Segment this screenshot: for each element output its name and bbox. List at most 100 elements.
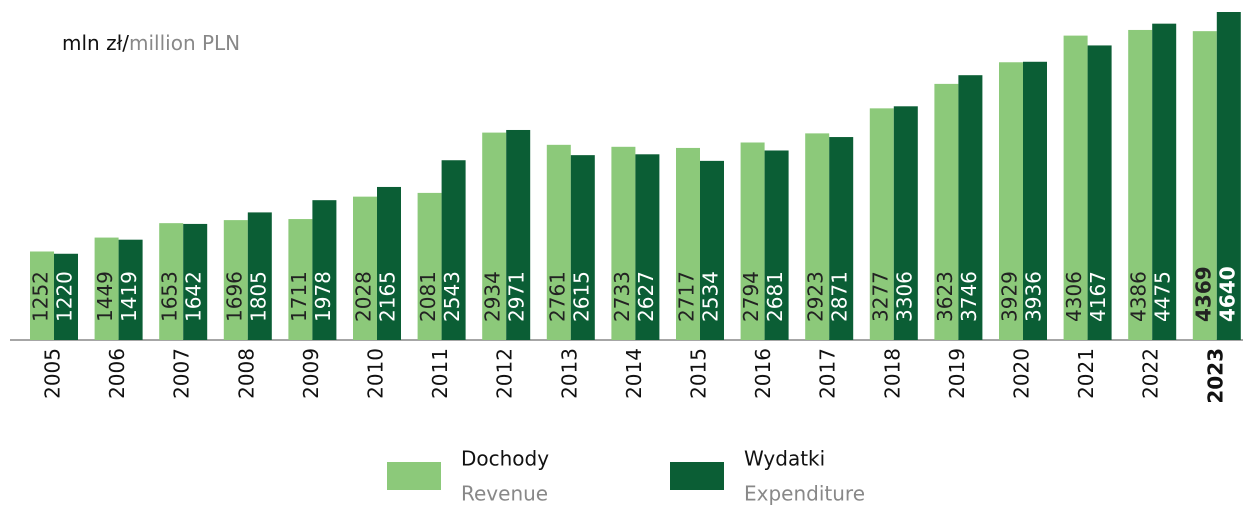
x-tick-label: 2011 — [428, 348, 452, 399]
bar — [223, 220, 248, 340]
data-label: 1805 — [246, 271, 270, 322]
legend-label-en: Expenditure — [744, 482, 865, 506]
data-label: 3623 — [933, 271, 957, 322]
bar — [805, 133, 830, 340]
data-label: 2923 — [804, 271, 828, 322]
data-label: 2871 — [828, 271, 852, 322]
bar — [159, 223, 184, 340]
bar — [1023, 61, 1047, 341]
bar — [1087, 45, 1112, 340]
data-label: 2534 — [699, 271, 723, 322]
legend-label: Dochody — [461, 447, 549, 471]
bar — [417, 192, 442, 340]
bar — [764, 150, 789, 340]
data-label: 2733 — [610, 271, 634, 322]
bar — [94, 237, 119, 340]
data-label: 4475 — [1151, 271, 1175, 322]
bar — [1216, 12, 1241, 340]
data-label: 4167 — [1086, 271, 1110, 322]
data-label: 1653 — [158, 271, 182, 322]
data-label: 4369 — [1191, 266, 1215, 322]
data-label: 2627 — [634, 271, 658, 322]
data-label: 4640 — [1215, 266, 1239, 322]
data-label: 3277 — [868, 271, 892, 322]
data-label: 1642 — [182, 271, 206, 322]
bar — [247, 212, 272, 340]
legend-swatch — [387, 462, 441, 490]
x-tick-label: 2007 — [170, 348, 194, 399]
bar — [288, 219, 313, 340]
data-label: 2761 — [545, 271, 569, 322]
data-label: 1696 — [222, 271, 246, 322]
bar — [700, 160, 724, 340]
x-tick-label: 2016 — [751, 348, 775, 399]
x-tick-label: 2018 — [880, 348, 904, 399]
bar — [570, 155, 595, 340]
data-label: 3936 — [1022, 271, 1046, 322]
bar — [893, 106, 918, 340]
legend-label: Wydatki — [744, 447, 825, 471]
data-label: 2971 — [505, 271, 529, 322]
bar — [1192, 31, 1217, 341]
data-label: 3929 — [998, 271, 1022, 322]
bar — [353, 196, 377, 340]
bar — [958, 75, 983, 341]
bar — [1152, 23, 1177, 341]
bar — [482, 132, 507, 340]
bar — [611, 146, 636, 340]
data-label: 2028 — [352, 271, 376, 322]
x-tick-label: 2005 — [41, 348, 65, 399]
x-tick-label: 2019 — [945, 348, 969, 399]
x-tick-label: 2022 — [1139, 348, 1163, 399]
bar — [118, 239, 143, 340]
data-label: 2615 — [569, 271, 593, 322]
bar — [546, 144, 571, 340]
x-tick-label: 2015 — [687, 348, 711, 399]
x-tick-label: 2008 — [234, 348, 258, 399]
legend-swatch — [670, 462, 724, 490]
data-label: 1449 — [93, 271, 117, 322]
bar — [441, 160, 466, 340]
x-tick-label: 2014 — [622, 348, 646, 399]
bar — [377, 186, 401, 340]
bar — [676, 147, 700, 340]
bar — [740, 142, 765, 340]
data-label: 2081 — [416, 271, 440, 322]
data-label: 1220 — [53, 271, 77, 322]
x-tick-label: 2006 — [105, 348, 129, 399]
x-tick-label: 2009 — [299, 348, 323, 399]
data-label: 1252 — [29, 271, 53, 322]
bar — [829, 137, 854, 340]
unit-label: mln zł/million PLN — [62, 31, 240, 55]
unit-local: mln zł/ — [62, 31, 129, 55]
x-tick-label: 2013 — [557, 348, 581, 399]
x-tick-label: 2017 — [816, 348, 840, 399]
bar — [54, 253, 78, 340]
data-label: 4306 — [1062, 271, 1086, 322]
data-label: 2934 — [481, 271, 505, 322]
bar — [183, 223, 208, 340]
bar — [869, 108, 894, 340]
data-label: 1419 — [117, 271, 141, 322]
data-label: 2681 — [763, 271, 787, 322]
data-label: 1711 — [287, 271, 311, 322]
bar — [312, 200, 337, 340]
x-tick-label: 2021 — [1074, 348, 1098, 399]
bar — [506, 129, 531, 340]
x-tick-label: 2020 — [1010, 348, 1034, 399]
data-label: 2543 — [440, 271, 464, 322]
data-label: 3746 — [957, 271, 981, 322]
bar — [1128, 29, 1153, 341]
x-tick-label: 2010 — [364, 348, 388, 399]
bar — [999, 62, 1023, 340]
data-label: 1978 — [311, 271, 335, 322]
legend-label-en: Revenue — [461, 482, 548, 506]
data-label: 3306 — [892, 271, 916, 322]
x-tick-label: 2023 — [1203, 348, 1227, 404]
bar — [1063, 35, 1088, 340]
x-tick-label: 2012 — [493, 348, 517, 399]
data-label: 2794 — [739, 271, 763, 322]
bar — [30, 251, 54, 340]
bar — [635, 154, 660, 340]
